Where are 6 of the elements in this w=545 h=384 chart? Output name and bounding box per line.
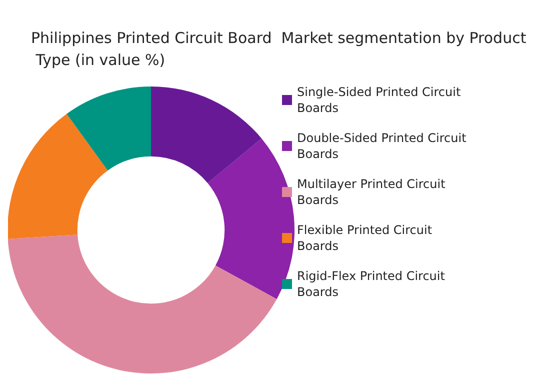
legend-label: Rigid-Flex Printed Circuit Boards xyxy=(297,269,449,299)
legend-label: Double-Sided Printed Circuit Boards xyxy=(297,131,470,161)
legend-label: Multilayer Printed Circuit Boards xyxy=(297,177,450,207)
legend-label: Single-Sided Printed Circuit Boards xyxy=(297,85,464,115)
chart-title: Philippines Printed Circuit Board Market segmentation by Product Type (in value %) xyxy=(31,29,526,69)
legend-label: Flexible Printed Circuit Boards xyxy=(297,223,436,253)
